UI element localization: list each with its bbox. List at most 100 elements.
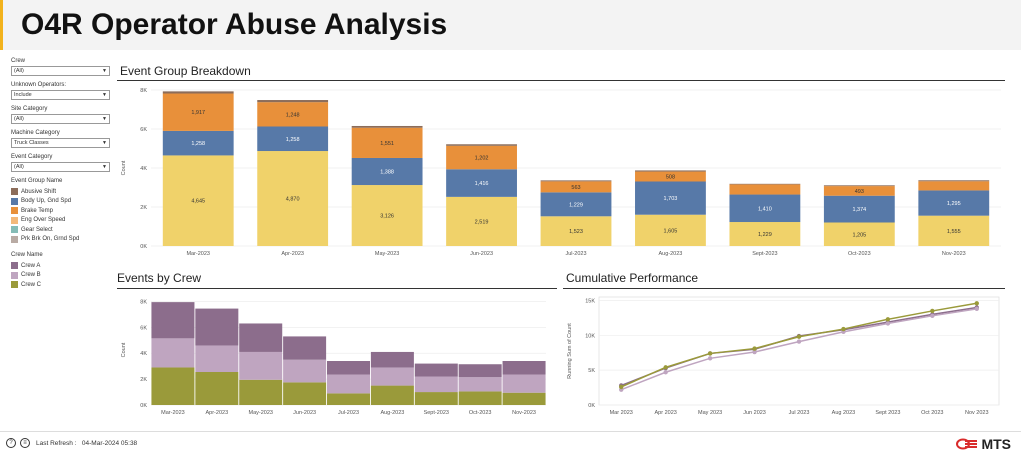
x-tick-label: Apr 2023 (655, 410, 677, 416)
series-line (620, 308, 977, 391)
bar-segment (162, 93, 234, 131)
x-tick-label: Apr-2023 (206, 410, 229, 416)
data-label: 1,374 (852, 207, 866, 213)
legend-label: Crew B (21, 272, 41, 279)
x-tick-label: Aug-2023 (659, 251, 683, 257)
bar-segment (351, 125, 423, 128)
help-icon[interactable]: ? (6, 438, 16, 448)
x-tick-label: Nov-2023 (512, 410, 536, 416)
data-point (752, 346, 757, 351)
y-tick-label: 4K (140, 166, 147, 172)
refresh-label: Last Refresh : (36, 440, 77, 447)
bar-segment (162, 130, 234, 156)
bar-segment (729, 184, 801, 195)
legend-swatch (11, 271, 18, 279)
bar-segment (257, 100, 329, 103)
data-label: 1,410 (758, 206, 772, 212)
select-value: (All) (14, 68, 24, 74)
site-category-select[interactable]: (All) ▼ (11, 114, 110, 124)
data-point (619, 384, 624, 390)
y-tick-label: 5K (588, 368, 595, 374)
x-tick-label: Jul 2023 (789, 410, 810, 416)
filter-site-category: Site Category (All) ▼ (11, 106, 111, 124)
bar-segment (729, 222, 801, 246)
data-point (707, 356, 713, 361)
event-group-legend-title: Event Group Name (11, 178, 63, 184)
crew-legend-item[interactable]: Crew C (11, 280, 111, 290)
y-axis-label: Count (121, 342, 127, 357)
bar-segment (502, 392, 546, 405)
bar-segment (540, 181, 612, 193)
bar-segment (370, 351, 414, 368)
x-tick-label: Jun-2023 (293, 410, 316, 416)
select-value: (All) (14, 164, 24, 170)
crew-legend-item[interactable]: Crew B (11, 271, 111, 281)
mts-logo: MTS (956, 436, 1011, 452)
event-category-select[interactable]: (All) ▼ (11, 162, 110, 172)
x-tick-label: Aug 2023 (832, 410, 856, 416)
event-group-legend-item[interactable]: Prk Brk On, Grnd Spd (11, 235, 111, 245)
logo-icon (956, 438, 978, 450)
data-point (841, 326, 846, 332)
x-tick-label: Jul-2023 (338, 410, 359, 416)
legend-swatch (11, 226, 18, 234)
filter-machine-category: Machine Category Truck Classes ▼ (11, 130, 111, 148)
bar-segment (918, 215, 990, 246)
bar-segment (540, 180, 612, 182)
legend-swatch (11, 216, 18, 224)
bar-segment (370, 367, 414, 386)
y-tick-label: 6K (140, 127, 147, 133)
bar-segment (414, 363, 458, 377)
legend-swatch (11, 207, 18, 215)
data-label: 1,605 (664, 228, 678, 234)
bar-segment (635, 170, 706, 172)
chevron-down-icon: ▼ (102, 116, 107, 122)
crew-legend-title: Crew Name (11, 252, 43, 258)
data-label: 1,295 (947, 201, 961, 207)
x-tick-label: Jun-2023 (470, 251, 493, 257)
x-tick-label: Sept 2023 (875, 410, 900, 416)
footer-icons: ? ≡ (6, 438, 30, 448)
bar-segment (635, 181, 706, 215)
chevron-down-icon: ▼ (102, 68, 107, 74)
crew-title: Events by Crew (117, 271, 202, 285)
data-label: 508 (666, 175, 675, 181)
bar-segment (414, 376, 458, 393)
legend-label: Body Up, Gnd Spd (21, 198, 72, 205)
crew-select[interactable]: (All) ▼ (11, 66, 110, 76)
y-tick-label: 6K (140, 325, 147, 331)
event-group-legend-item[interactable]: Brake Temp (11, 206, 111, 216)
data-point (930, 313, 935, 319)
data-label: 1,388 (380, 170, 394, 176)
bar-segment (239, 323, 283, 352)
comment-icon[interactable]: ≡ (20, 438, 30, 448)
y-tick-label: 15K (585, 298, 595, 304)
filter-label: Event Category (11, 154, 53, 160)
legend-swatch (11, 197, 18, 205)
event-group-legend-item[interactable]: Gear Select (11, 225, 111, 235)
data-point (885, 321, 891, 326)
refresh-value: 04-Mar-2024 05:38 (81, 440, 138, 447)
unknown-operators-select[interactable]: Include ▼ (11, 90, 110, 100)
event-group-legend-item[interactable]: Body Up, Gnd Spd (11, 197, 111, 207)
events-by-crew-chart: 0K 2K 4K 6K 8K Count Mar-2023 Apr-2023 May-2023 J… (121, 299, 546, 416)
crew-legend-item[interactable]: Crew A (11, 261, 111, 271)
chevron-down-icon: ▼ (102, 92, 107, 98)
event-group-legend-item[interactable]: Eng Over Speed (11, 216, 111, 226)
x-tick-label: Oct 2023 (921, 410, 943, 416)
data-point (885, 317, 891, 322)
bar-segment (351, 127, 423, 158)
data-point (752, 349, 757, 355)
x-tick-label: Oct-2023 (469, 410, 492, 416)
bar-segment (162, 91, 234, 94)
x-tick-label: Nov-2023 (942, 251, 966, 257)
bar-segment (540, 192, 612, 217)
chevron-down-icon: ▼ (102, 164, 107, 170)
machine-category-select[interactable]: Truck Classes ▼ (11, 138, 110, 148)
data-label: 2,519 (475, 219, 489, 225)
data-label: 1,703 (664, 196, 678, 202)
x-tick-label: Jun 2023 (743, 410, 766, 416)
event-group-legend-item[interactable]: Abusive Shift (11, 187, 111, 197)
data-label: 1,202 (475, 156, 489, 162)
data-label: 1,523 (569, 229, 583, 235)
